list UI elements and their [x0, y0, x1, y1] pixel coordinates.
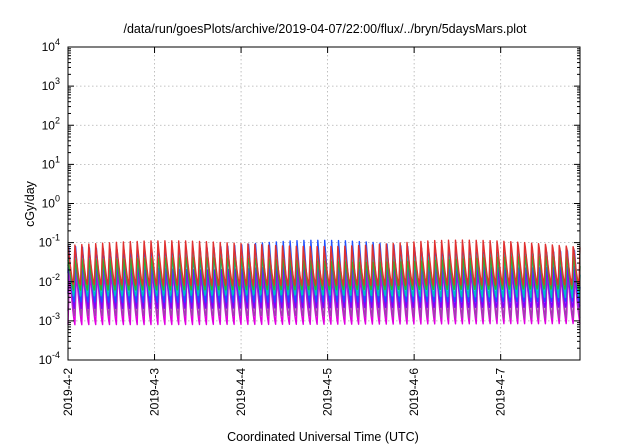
y-tick-label: 103 — [42, 76, 60, 93]
y-tick-label: 10-3 — [39, 311, 60, 328]
x-tick-label: 2019-4-6 — [407, 368, 421, 416]
x-tick-labels: 2019-4-2 2019-4-3 2019-4-4 2019-4-5 2019-4-6… — [61, 368, 508, 416]
x-tick-label: 2019-4-4 — [234, 368, 248, 416]
series-line — [67, 239, 581, 287]
chart-title: /data/run/goesPlots/archive/2019-04-07/2… — [123, 22, 527, 36]
y-tick-label: 101 — [42, 154, 60, 171]
y-axis-label: cGy/day — [23, 180, 37, 227]
y-tick-label: 100 — [42, 194, 60, 211]
plot-frame — [67, 46, 581, 361]
y-tick-labels: 10-4 10-3 10-2 10-1 100 101 102 103 104 — [39, 37, 60, 367]
data-series — [67, 239, 581, 326]
x-tick-label: 2019-4-2 — [61, 368, 75, 416]
x-tick-label: 2019-4-5 — [321, 368, 335, 416]
y-tick-label: 10-4 — [39, 350, 60, 367]
y-tick-label: 102 — [42, 115, 60, 132]
x-axis-label: Coordinated Universal Time (UTC) — [227, 430, 419, 444]
y-tick-label: 104 — [42, 37, 60, 54]
y-tick-label: 10-2 — [39, 272, 60, 289]
x-tick-label: 2019-4-3 — [148, 368, 162, 416]
x-tick-label: 2019-4-7 — [494, 368, 508, 416]
y-tick-label: 10-1 — [39, 233, 60, 250]
